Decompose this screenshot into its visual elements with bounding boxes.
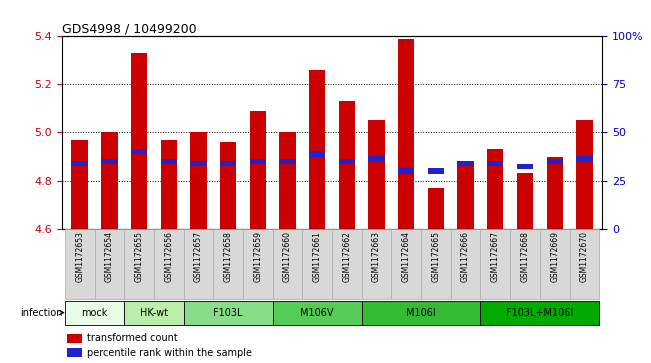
Bar — [398, 168, 415, 174]
Bar — [332, 229, 362, 299]
Bar — [190, 132, 206, 229]
Text: GSM1172669: GSM1172669 — [550, 231, 559, 282]
Bar — [428, 188, 444, 229]
Text: GSM1172664: GSM1172664 — [402, 231, 411, 282]
Bar — [576, 121, 592, 229]
Bar — [546, 159, 563, 164]
Bar — [391, 229, 421, 299]
Bar — [161, 159, 177, 164]
Bar — [279, 132, 296, 229]
Bar — [450, 229, 480, 299]
Bar — [65, 301, 124, 325]
Bar — [124, 301, 184, 325]
Bar — [131, 149, 147, 154]
Bar — [72, 161, 88, 166]
Bar — [94, 229, 124, 299]
Bar — [220, 142, 236, 229]
Text: GSM1172658: GSM1172658 — [223, 231, 232, 282]
Bar — [190, 161, 206, 166]
Text: GSM1172667: GSM1172667 — [491, 231, 500, 282]
Bar — [458, 161, 474, 166]
Text: GDS4998 / 10499200: GDS4998 / 10499200 — [62, 22, 197, 35]
Bar — [302, 229, 332, 299]
Bar — [249, 159, 266, 164]
Bar — [428, 168, 444, 174]
Text: GSM1172666: GSM1172666 — [461, 231, 470, 282]
Text: GSM1172662: GSM1172662 — [342, 231, 352, 282]
Bar — [65, 229, 94, 299]
Bar — [540, 229, 570, 299]
Bar — [214, 229, 243, 299]
Text: GSM1172660: GSM1172660 — [283, 231, 292, 282]
Bar — [517, 163, 533, 169]
Text: GSM1172661: GSM1172661 — [312, 231, 322, 282]
Bar — [487, 161, 503, 166]
Bar — [72, 140, 88, 229]
Text: infection: infection — [20, 307, 62, 318]
Bar — [339, 159, 355, 164]
Bar — [131, 53, 147, 229]
Bar — [480, 301, 599, 325]
Bar — [368, 156, 385, 162]
Bar — [184, 301, 273, 325]
Text: GSM1172656: GSM1172656 — [164, 231, 173, 282]
Bar — [570, 229, 599, 299]
Bar — [101, 132, 118, 229]
Bar — [510, 229, 540, 299]
Text: GSM1172668: GSM1172668 — [521, 231, 529, 282]
Text: GSM1172653: GSM1172653 — [75, 231, 84, 282]
Bar — [398, 39, 415, 229]
Bar — [339, 101, 355, 229]
Text: GSM1172663: GSM1172663 — [372, 231, 381, 282]
Bar — [487, 149, 503, 229]
Bar — [546, 156, 563, 229]
Text: GSM1172670: GSM1172670 — [580, 231, 589, 282]
Bar — [243, 229, 273, 299]
Bar — [124, 229, 154, 299]
Bar — [101, 159, 118, 164]
Bar — [67, 334, 82, 343]
Bar — [421, 229, 450, 299]
Text: GSM1172659: GSM1172659 — [253, 231, 262, 282]
Bar — [517, 174, 533, 229]
Bar — [273, 229, 302, 299]
Text: GSM1172665: GSM1172665 — [432, 231, 441, 282]
Text: F103L+M106I: F103L+M106I — [506, 307, 574, 318]
Text: M106I: M106I — [406, 307, 436, 318]
Bar — [67, 348, 82, 357]
Bar — [480, 229, 510, 299]
Bar — [309, 151, 326, 157]
Bar — [249, 111, 266, 229]
Bar — [309, 70, 326, 229]
Bar — [362, 301, 480, 325]
Bar — [161, 140, 177, 229]
Bar — [273, 301, 362, 325]
Bar — [184, 229, 214, 299]
Bar — [458, 164, 474, 229]
Text: percentile rank within the sample: percentile rank within the sample — [87, 347, 252, 358]
Bar — [576, 156, 592, 162]
Bar — [362, 229, 391, 299]
Text: mock: mock — [81, 307, 107, 318]
Bar — [368, 121, 385, 229]
Bar — [154, 229, 184, 299]
Text: M106V: M106V — [300, 307, 334, 318]
Text: GSM1172657: GSM1172657 — [194, 231, 203, 282]
Bar — [220, 161, 236, 166]
Text: GSM1172654: GSM1172654 — [105, 231, 114, 282]
Bar — [279, 159, 296, 164]
Text: HK-wt: HK-wt — [140, 307, 168, 318]
Text: GSM1172655: GSM1172655 — [135, 231, 143, 282]
Text: F103L: F103L — [214, 307, 243, 318]
Text: transformed count: transformed count — [87, 333, 178, 343]
